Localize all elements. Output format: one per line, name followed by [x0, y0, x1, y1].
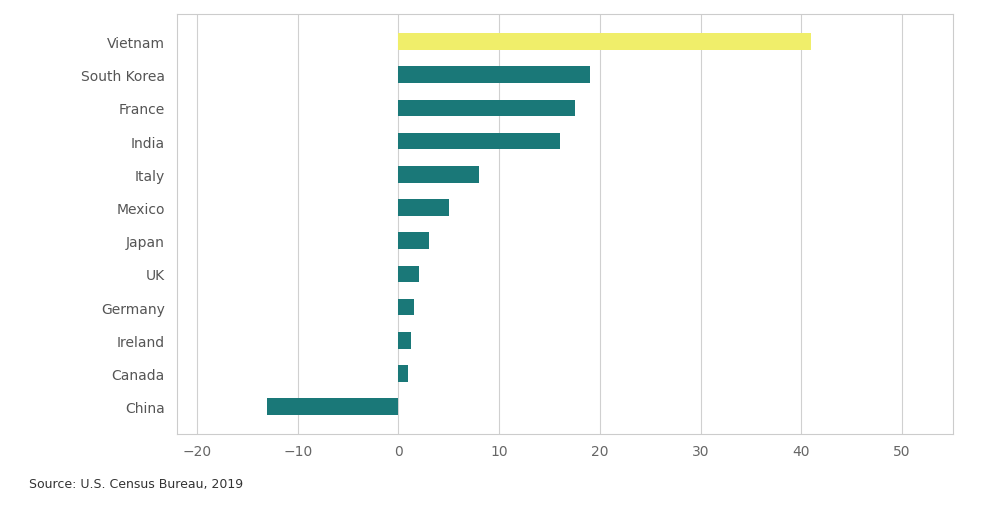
Bar: [399, 100, 574, 117]
Bar: [399, 299, 413, 316]
Bar: [399, 366, 409, 382]
Bar: [267, 398, 399, 415]
Bar: [399, 134, 560, 150]
Bar: [399, 200, 449, 217]
Bar: [399, 266, 418, 283]
Bar: [399, 34, 811, 51]
Bar: [399, 67, 590, 84]
Bar: [399, 332, 410, 349]
Text: Source: U.S. Census Bureau, 2019: Source: U.S. Census Bureau, 2019: [29, 477, 244, 490]
Bar: [399, 233, 428, 249]
Bar: [399, 167, 479, 183]
